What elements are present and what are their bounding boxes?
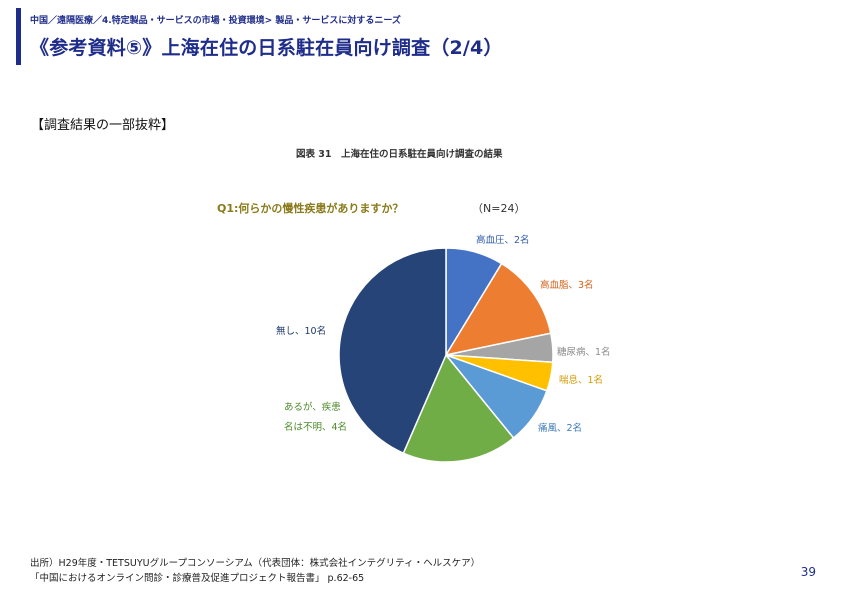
- pie-slice-unknown-disease: [402, 353, 515, 463]
- slice-label-gout: 痛風、2名: [538, 423, 583, 434]
- breadcrumb: 中国／遠隔医療／4.特定製品・サービスの市場・投資環境> 製品・サービスに対する…: [30, 16, 401, 26]
- page-number: 39: [800, 565, 816, 579]
- slice-label-unknown-disease: あるが、疾患名は不明、4名: [284, 402, 348, 433]
- title-accent-bar: [16, 8, 21, 65]
- pie-slice-hyperlipidemia: [444, 262, 552, 357]
- slice-label-hypertension: 高血圧、2名: [476, 235, 530, 246]
- section-label: 【調査結果の一部抜粋】: [31, 118, 175, 133]
- slice-label-asthma: 喘息、1名: [559, 375, 604, 386]
- figure-caption: 図表 31 上海在住の日系駐在員向け調査の結果: [296, 149, 503, 160]
- slice-label-none: 無し、10名: [276, 326, 327, 337]
- page-title: 《参考資料⑤》上海在住の日系駐在員向け調査（2/4）: [30, 37, 503, 59]
- chart-title: Q1:何らかの慢性疾患がありますか？: [217, 202, 404, 215]
- slice-label-hyperlipidemia: 高血脂、3名: [540, 280, 594, 291]
- source-line-1: 出所）H29年度・TETSUYUグループコンソーシアム（代表団体：株式会社インテ…: [30, 558, 481, 569]
- slice-label-diabetes: 糖尿病、1名: [557, 347, 611, 358]
- chart-sample-size: （N=24）: [472, 202, 526, 215]
- pie-slice-none: [338, 247, 447, 455]
- source-note: 出所）H29年度・TETSUYUグループコンソーシアム（代表団体：株式会社インテ…: [30, 556, 480, 586]
- source-line-2: 「中国におけるオンライン問診・診療普及促進プロジェクト報告書」 p.62-65: [30, 573, 365, 584]
